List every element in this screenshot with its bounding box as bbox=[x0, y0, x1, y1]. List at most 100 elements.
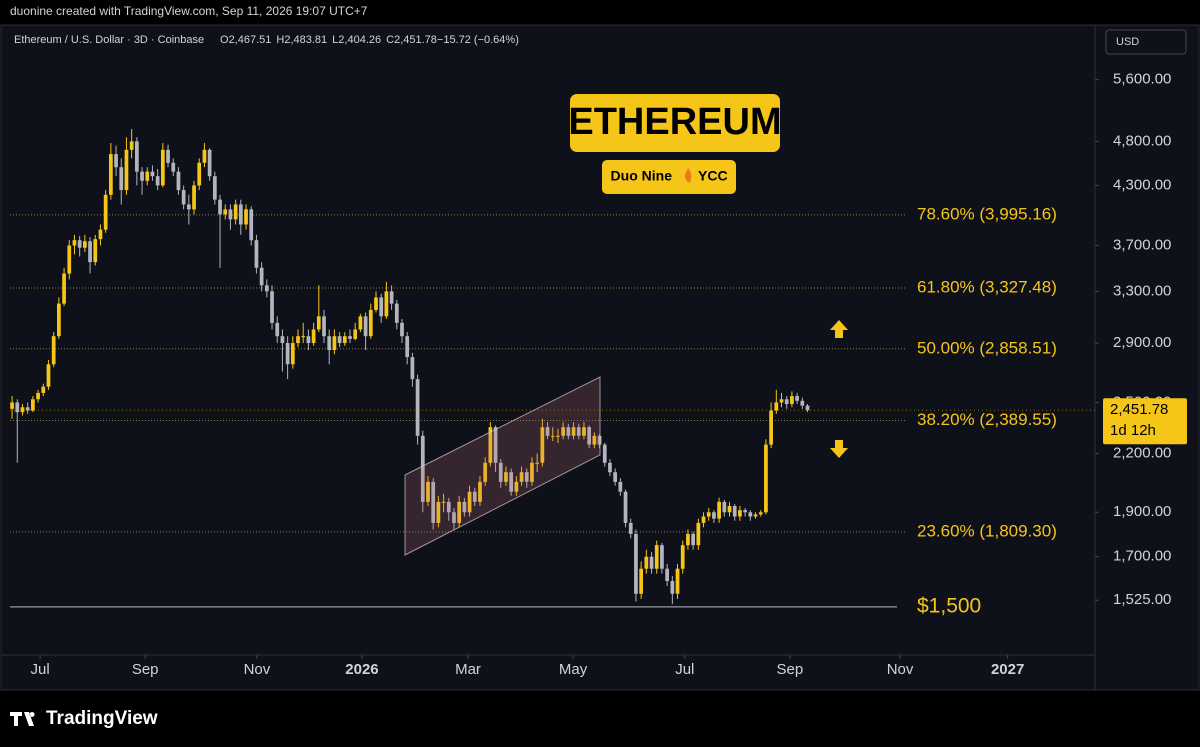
candle-body bbox=[509, 472, 514, 492]
x-tick-label: Sep bbox=[776, 661, 803, 678]
candle-body bbox=[467, 491, 472, 513]
candle-body bbox=[93, 239, 98, 263]
candle-body bbox=[472, 491, 477, 502]
candle-body bbox=[784, 399, 789, 405]
chart-title: ETHEREUM bbox=[568, 101, 781, 143]
candle-body bbox=[259, 267, 264, 286]
candle-body bbox=[410, 357, 415, 380]
candle-body bbox=[389, 291, 394, 304]
candle-body bbox=[488, 427, 493, 463]
candle-body bbox=[394, 303, 399, 323]
symbol: Ethereum / U.S. Dollar · 3D · Coinbase bbox=[14, 34, 204, 46]
candle-body bbox=[608, 462, 612, 473]
candle-body bbox=[62, 273, 66, 304]
candle-body bbox=[342, 336, 347, 344]
candle-body bbox=[202, 149, 207, 163]
candle-body bbox=[524, 472, 529, 482]
level-label: 61.80% (3,327.48) bbox=[917, 277, 1057, 296]
x-tick-label: May bbox=[559, 661, 588, 678]
title-badge bbox=[570, 94, 780, 152]
candle-body bbox=[431, 481, 436, 523]
candle-body bbox=[644, 556, 649, 569]
candle-body bbox=[446, 501, 451, 513]
candle-body bbox=[748, 512, 753, 517]
candle-body bbox=[311, 329, 316, 344]
candle-body bbox=[166, 149, 170, 163]
candle-body bbox=[686, 533, 690, 546]
candle-body bbox=[660, 545, 664, 569]
x-tick-label: Jul bbox=[675, 661, 694, 678]
candle-body bbox=[358, 316, 363, 330]
candle-body bbox=[46, 364, 51, 387]
x-tick-label: Mar bbox=[455, 661, 481, 678]
candle-body bbox=[769, 410, 773, 445]
candle-body bbox=[301, 336, 306, 338]
candle-body bbox=[280, 336, 285, 344]
candle-body bbox=[160, 149, 165, 186]
candle-body bbox=[249, 209, 254, 241]
countdown: 1d 12h bbox=[1110, 422, 1156, 439]
candle-body bbox=[264, 285, 269, 292]
candle-body bbox=[15, 402, 20, 413]
candle-body bbox=[176, 171, 181, 191]
currency: USD bbox=[1116, 36, 1139, 48]
y-tick-label: 2,900.00 bbox=[1113, 334, 1171, 351]
logo-text: TradingView bbox=[46, 708, 158, 729]
candle-body bbox=[88, 241, 92, 263]
candle-body bbox=[592, 435, 597, 445]
x-tick-label: 2026 bbox=[345, 661, 378, 678]
ohlc-value: 2,404.26 bbox=[338, 34, 381, 46]
candle-body bbox=[155, 176, 160, 186]
candle-body bbox=[296, 336, 300, 344]
candle-body bbox=[363, 316, 368, 337]
candle-body bbox=[426, 481, 430, 502]
level-label: 23.60% (1,809.30) bbox=[917, 521, 1057, 540]
candle-body bbox=[779, 399, 784, 403]
candle-body bbox=[712, 512, 716, 519]
last-price-box bbox=[1103, 398, 1187, 445]
candle-body bbox=[103, 194, 108, 230]
candle-body bbox=[514, 481, 519, 492]
candle-body bbox=[634, 533, 638, 594]
candle-body bbox=[254, 240, 259, 268]
candle-body bbox=[717, 501, 721, 519]
level-label: 78.60% (3,995.16) bbox=[917, 204, 1057, 223]
candle-body bbox=[181, 190, 186, 205]
candle-body bbox=[400, 322, 404, 337]
candle-body bbox=[441, 501, 446, 503]
candle-body bbox=[587, 427, 592, 445]
candle-body bbox=[348, 336, 352, 339]
y-tick-label: 4,800.00 bbox=[1113, 132, 1171, 149]
candle-body bbox=[238, 204, 243, 225]
candle-body bbox=[478, 481, 482, 502]
candle-body bbox=[212, 176, 217, 200]
candle-body bbox=[639, 568, 644, 594]
candle-body bbox=[504, 472, 508, 482]
candle-body bbox=[582, 427, 586, 436]
candle-body bbox=[244, 209, 248, 225]
candle-body bbox=[571, 427, 576, 436]
candle-body bbox=[114, 154, 118, 168]
candle-body bbox=[670, 581, 675, 594]
ohlc-key: L bbox=[332, 34, 338, 46]
candle-body bbox=[483, 462, 488, 482]
candle-body bbox=[108, 154, 113, 195]
candle-body bbox=[379, 297, 384, 317]
candle-body bbox=[691, 533, 696, 546]
last-price-label: 2,451.78 bbox=[1110, 401, 1168, 418]
candle-body bbox=[25, 407, 30, 411]
candle-body bbox=[223, 209, 228, 215]
candle-body bbox=[56, 303, 61, 337]
candle-body bbox=[790, 396, 794, 405]
y-tick-label: 1,900.00 bbox=[1113, 503, 1171, 520]
candle-body bbox=[337, 336, 342, 344]
y-tick-label: 2,200.00 bbox=[1113, 445, 1171, 462]
ohlc-key: H bbox=[276, 34, 284, 46]
candle-body bbox=[134, 141, 139, 172]
candle-body bbox=[218, 199, 222, 215]
candle-body bbox=[51, 336, 56, 365]
candle-body bbox=[452, 512, 456, 523]
candle-body bbox=[457, 501, 462, 523]
ohlc-key: O bbox=[220, 34, 229, 46]
